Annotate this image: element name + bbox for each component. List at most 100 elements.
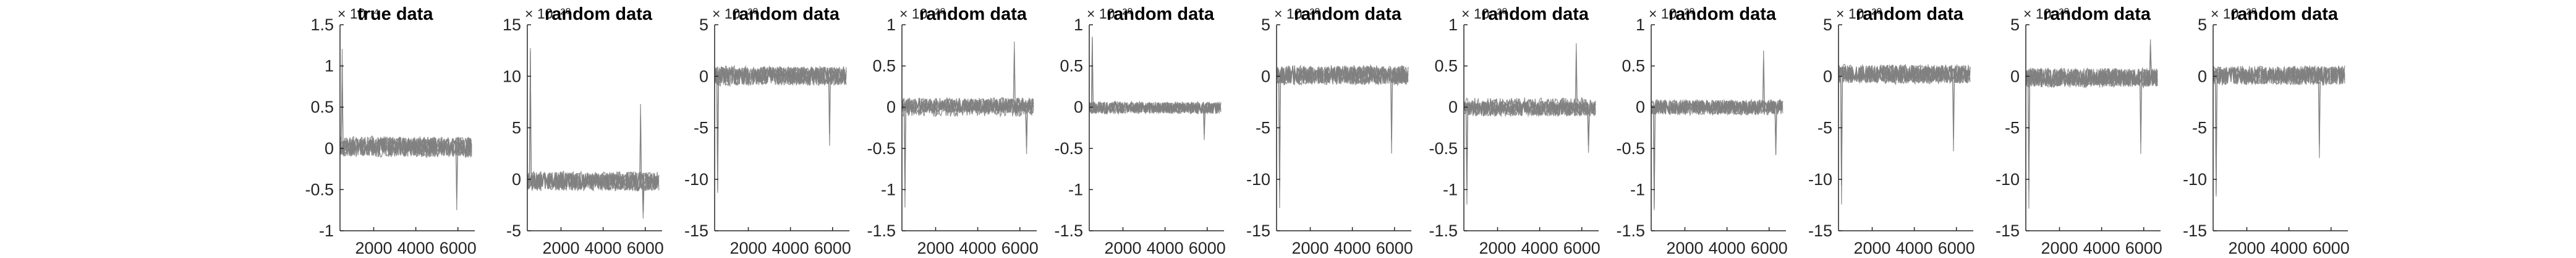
- x-tick-label: 2000: [1853, 239, 1890, 257]
- series-line-5: [527, 170, 660, 219]
- panel-title: random data: [1481, 4, 1589, 24]
- series-group: [1089, 36, 1222, 140]
- x-tick-label: 6000: [627, 239, 664, 257]
- x-tick-label: 2000: [1104, 239, 1141, 257]
- series-group: [715, 64, 847, 193]
- y-tick-label: 0: [1823, 67, 1832, 85]
- series-line-7: [340, 66, 472, 157]
- y-tick-label: 1: [325, 57, 334, 75]
- y-exponent-label: × 10⁻²⁰: [1836, 6, 1882, 22]
- y-tick-label: 0: [886, 98, 896, 116]
- y-tick-label: -1.5: [1054, 221, 1083, 240]
- series-line-2: [2026, 45, 2158, 88]
- y-tick-label: 1: [1448, 15, 1458, 34]
- x-tick-label: 2000: [2041, 239, 2078, 257]
- x-tick-label: 2000: [1479, 239, 1516, 257]
- x-tick-label: 4000: [2083, 239, 2120, 257]
- x-tick-label: 6000: [2313, 239, 2350, 257]
- chart-panel-5: -1.5 -1 -0.5 0 0.5 1 2000 4000 6000 × 10⁻²⁰random…: [1054, 4, 1225, 257]
- y-exponent-label: × 10⁻²⁰: [1087, 6, 1133, 22]
- y-tick-label: 0: [1074, 98, 1083, 116]
- panel-title: random data: [919, 4, 1027, 24]
- y-tick-label: -5: [694, 119, 708, 137]
- y-tick-label: -5: [2192, 119, 2207, 137]
- y-tick-label: 0: [2010, 67, 2020, 85]
- y-tick-label: 0.5: [1060, 57, 1083, 75]
- y-tick-label: 5: [1823, 15, 1832, 34]
- x-tick-label: 4000: [2271, 239, 2308, 257]
- y-tick-label: -1: [319, 221, 334, 240]
- series-line-1: [2213, 66, 2345, 197]
- series-line-7: [902, 101, 1034, 190]
- x-tick-label: 4000: [959, 239, 997, 257]
- x-tick-label: 4000: [1521, 239, 1558, 257]
- series-group: [1838, 64, 1971, 205]
- series-group: [902, 41, 1034, 208]
- y-tick-label: 1: [886, 15, 896, 34]
- chart-panel-7: -1.5 -1 -0.5 0 0.5 1 2000 4000 6000 × 10⁻²⁰random…: [1429, 4, 1600, 257]
- x-tick-label: 2000: [355, 239, 392, 257]
- y-tick-label: 0: [325, 139, 334, 158]
- series-group: [1277, 64, 1409, 209]
- y-tick-label: -5: [2005, 119, 2020, 137]
- y-exponent-label: × 10⁻²⁰: [2023, 6, 2069, 22]
- x-tick-label: 2000: [1291, 239, 1328, 257]
- panel-title: random data: [1668, 4, 1777, 24]
- y-tick-label: -10: [2183, 170, 2207, 189]
- chart-panel-8: -1.5 -1 -0.5 0 0.5 1 2000 4000 6000 × 10⁻²⁰random…: [1616, 4, 1787, 257]
- y-tick-label: -0.5: [867, 139, 896, 158]
- panel-title: random data: [1856, 4, 1964, 24]
- series-group: [1651, 50, 1783, 210]
- series-line-7: [2026, 68, 2158, 209]
- y-tick-label: -1: [1630, 180, 1645, 199]
- x-tick-label: 6000: [1938, 239, 1975, 257]
- x-tick-label: 6000: [1751, 239, 1788, 257]
- y-tick-label: 0: [1636, 98, 1645, 116]
- y-tick-label: 0.5: [872, 57, 896, 75]
- series-group: [527, 48, 660, 219]
- series-line-5: [715, 66, 846, 86]
- series-line-4: [2026, 67, 2158, 190]
- y-tick-label: 1: [1636, 15, 1645, 34]
- y-tick-label: -10: [684, 170, 708, 189]
- y-exponent-label: × 10⁻²⁰: [712, 6, 758, 22]
- series-line-8: [1464, 100, 1596, 145]
- x-tick-label: 4000: [772, 239, 809, 257]
- x-tick-label: 6000: [1563, 239, 1600, 257]
- y-exponent-label: × 10⁻²⁰: [1649, 6, 1694, 22]
- x-tick-label: 6000: [1001, 239, 1039, 257]
- x-tick-label: 6000: [814, 239, 851, 257]
- y-tick-label: -1.5: [867, 221, 896, 240]
- y-tick-label: -1: [1068, 180, 1083, 199]
- y-tick-label: -0.5: [305, 180, 334, 199]
- y-tick-label: -15: [684, 221, 708, 240]
- y-exponent-label: × 10⁻²⁰: [2211, 6, 2256, 22]
- y-tick-label: -0.5: [1616, 139, 1645, 158]
- series-line-4: [527, 69, 660, 192]
- y-tick-label: -0.5: [1429, 139, 1458, 158]
- x-tick-label: 6000: [2125, 239, 2162, 257]
- series-line-8: [1277, 64, 1409, 85]
- y-tick-label: -1: [881, 180, 896, 199]
- x-tick-label: 4000: [1147, 239, 1184, 257]
- series-line-4: [1464, 101, 1596, 205]
- series-line-8: [527, 170, 659, 212]
- y-exponent-label: × 10⁻⁴: [338, 6, 379, 22]
- y-tick-label: -5: [1817, 119, 1832, 137]
- series-line-8: [1089, 100, 1222, 114]
- panel-title: true data: [357, 4, 433, 24]
- series-line-7: [527, 50, 660, 192]
- series-line-4: [1277, 66, 1409, 209]
- y-tick-label: -5: [506, 221, 521, 240]
- series-line-7: [2213, 64, 2345, 194]
- x-tick-label: 4000: [397, 239, 435, 257]
- x-tick-label: 4000: [1896, 239, 1933, 257]
- x-tick-label: 2000: [1666, 239, 1703, 257]
- y-tick-label: -1.5: [1429, 221, 1458, 240]
- y-tick-label: -15: [1996, 221, 2020, 240]
- series-group: [340, 48, 472, 210]
- series-line-1: [1838, 65, 1971, 186]
- series-line-8: [902, 100, 1034, 147]
